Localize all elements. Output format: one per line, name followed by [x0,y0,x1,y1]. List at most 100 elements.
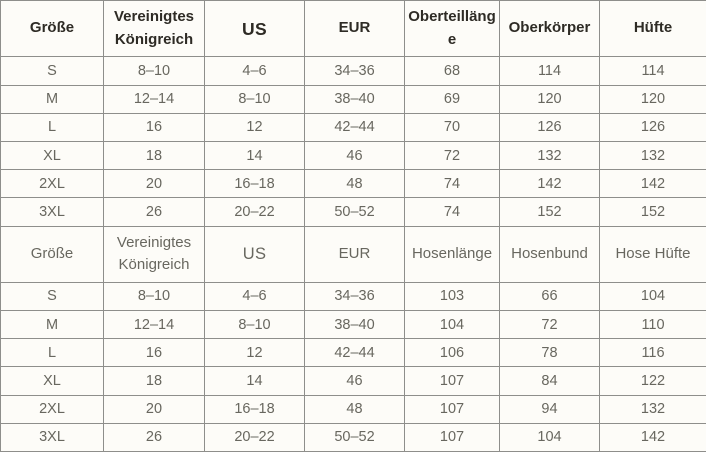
column-header: EUR [304,225,405,283]
value-cell: 12–14 [103,84,205,114]
value-cell: 114 [499,56,600,86]
value-cell: 66 [499,281,600,312]
column-header: Hosenlänge [404,225,500,283]
value-cell: 34–36 [304,281,405,312]
value-cell: 74 [404,169,500,199]
size-label-cell: XL [0,140,104,171]
table-row: 3XL 26 20–22 50–52 74 152 152 [0,197,706,227]
value-cell: 26 [103,197,205,227]
value-cell: 107 [404,394,500,424]
value-cell: 70 [404,112,500,142]
table-row: XL 18 14 46 107 84 122 [0,366,706,396]
size-label-cell: L [0,112,104,142]
value-cell: 142 [499,169,600,199]
value-cell: 42–44 [304,338,405,368]
value-cell: 12 [204,338,305,368]
table-row: XL 18 14 46 72 132 132 [0,140,706,171]
value-cell: 122 [599,366,706,396]
value-cell: 12–14 [103,310,205,340]
header-row-section-2: Größe Vereinigtes Königreich US EUR Hosenlän… [0,225,706,283]
size-label-cell: 3XL [0,197,104,227]
column-header: Vereinigtes Königreich [103,225,205,283]
table-row: 3XL 26 20–22 50–52 107 104 142 [0,422,706,452]
value-cell: 46 [304,140,405,171]
size-label-cell: 2XL [0,394,104,424]
value-cell: 120 [499,84,600,114]
column-header: US [204,0,305,58]
column-header: US [204,225,305,283]
value-cell: 132 [599,140,706,171]
value-cell: 48 [304,394,405,424]
value-cell: 114 [599,56,706,86]
value-cell: 16–18 [204,394,305,424]
value-cell: 107 [404,366,500,396]
value-cell: 107 [404,422,500,452]
value-cell: 20–22 [204,197,305,227]
value-cell: 84 [499,366,600,396]
column-header: Oberkörper [499,0,600,58]
table-row: M 12–14 8–10 38–40 69 120 120 [0,84,706,114]
column-header: EUR [304,0,405,58]
value-cell: 16 [103,338,205,368]
table-row: L 16 12 42–44 106 78 116 [0,338,706,368]
value-cell: 16–18 [204,169,305,199]
value-cell: 16 [103,112,205,142]
value-cell: 120 [599,84,706,114]
value-cell: 132 [599,394,706,424]
value-cell: 103 [404,281,500,312]
value-cell: 48 [304,169,405,199]
value-cell: 20 [103,394,205,424]
size-label-cell: S [0,281,104,312]
size-label-cell: M [0,84,104,114]
value-cell: 46 [304,366,405,396]
column-header: Hose Hüfte [599,225,706,283]
value-cell: 14 [204,366,305,396]
value-cell: 4–6 [204,56,305,86]
value-cell: 50–52 [304,422,405,452]
value-cell: 50–52 [304,197,405,227]
value-cell: 74 [404,197,500,227]
value-cell: 20 [103,169,205,199]
value-cell: 69 [404,84,500,114]
column-header: Vereinigtes Königreich [103,0,205,58]
value-cell: 68 [404,56,500,86]
table-row: S 8–10 4–6 34–36 68 114 114 [0,56,706,86]
size-label-cell: 2XL [0,169,104,199]
value-cell: 152 [599,197,706,227]
table-row: S 8–10 4–6 34–36 103 66 104 [0,281,706,312]
value-cell: 18 [103,366,205,396]
value-cell: 26 [103,422,205,452]
value-cell: 126 [599,112,706,142]
column-header: Oberteillänge [404,0,500,58]
value-cell: 142 [599,169,706,199]
value-cell: 8–10 [103,56,205,86]
value-cell: 142 [599,422,706,452]
value-cell: 78 [499,338,600,368]
value-cell: 104 [499,422,600,452]
column-header: Hosenbund [499,225,600,283]
size-label-cell: L [0,338,104,368]
size-label-cell: 3XL [0,422,104,452]
size-label-cell: S [0,56,104,86]
size-label-cell: XL [0,366,104,396]
value-cell: 20–22 [204,422,305,452]
header-row-section-1: Größe Vereinigtes Königreich US EUR Oberteil… [0,0,706,58]
value-cell: 152 [499,197,600,227]
value-cell: 106 [404,338,500,368]
value-cell: 8–10 [204,84,305,114]
value-cell: 14 [204,140,305,171]
value-cell: 126 [499,112,600,142]
value-cell: 4–6 [204,281,305,312]
table-row: L 16 12 42–44 70 126 126 [0,112,706,142]
size-label-cell: M [0,310,104,340]
value-cell: 94 [499,394,600,424]
value-cell: 8–10 [103,281,205,312]
table-row: 2XL 20 16–18 48 74 142 142 [0,169,706,199]
value-cell: 42–44 [304,112,405,142]
value-cell: 104 [404,310,500,340]
column-header: Hüfte [599,0,706,58]
value-cell: 132 [499,140,600,171]
value-cell: 110 [599,310,706,340]
